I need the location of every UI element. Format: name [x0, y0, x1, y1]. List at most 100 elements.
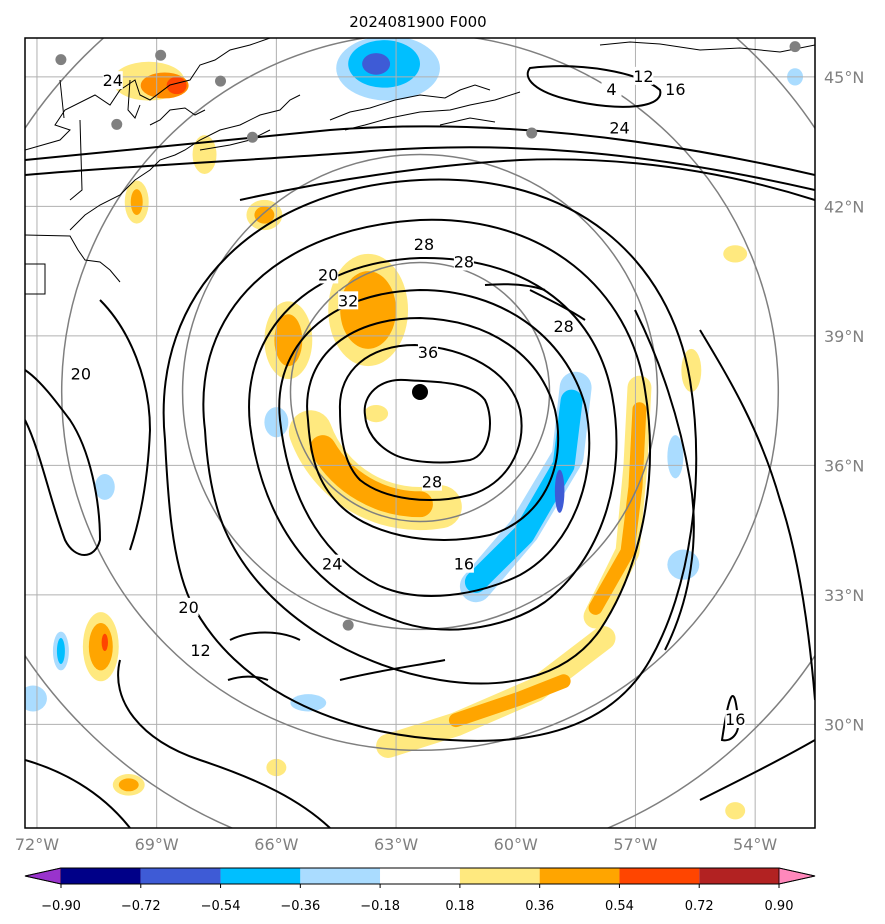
colorbar-tick-label: 0.72 — [685, 899, 714, 914]
contour-label: 28 — [553, 317, 573, 336]
fill-level-neg0p54-27 — [56, 638, 65, 664]
fill-level-0p54-24 — [88, 622, 113, 671]
station-dot — [155, 49, 167, 61]
fill-level-0p54-5 — [274, 314, 303, 367]
contour-label: 24 — [322, 555, 342, 574]
lat-tick-label: 42°N — [824, 197, 864, 216]
colorbar-bin — [699, 868, 779, 884]
lon-tick-label: 57°W — [613, 835, 657, 854]
colorbar-tick-label: −0.36 — [280, 899, 320, 914]
colorbar-tick-label: 0.18 — [445, 899, 474, 914]
storm-center-marker — [412, 383, 428, 400]
station-dot — [342, 619, 354, 631]
contour-label-bg — [553, 317, 574, 336]
map-frame — [24, 37, 816, 829]
lon-tick-label: 54°W — [733, 835, 777, 854]
station-dot — [111, 118, 123, 130]
fill-level-0p54-12 — [448, 674, 571, 728]
lat-tick-label: 30°N — [824, 715, 864, 734]
fill-level-neg0p36-39 — [94, 474, 115, 500]
contour-label-bg — [413, 235, 434, 254]
colorbar-bin — [619, 868, 700, 884]
colorbar-bin — [220, 868, 301, 884]
contour-label: 12 — [633, 67, 653, 86]
coastline — [25, 38, 815, 295]
longitude-tick-labels: 72°W 69°W 66°W 63°W 60°W 57°W 54°W — [15, 835, 778, 854]
fill-level-neg0p36-32 — [667, 435, 684, 479]
colorbar-bin — [61, 868, 141, 884]
contour-label-bg — [601, 79, 622, 98]
lat-lon-gridlines — [25, 38, 815, 828]
colorbar-tick-label: −0.54 — [201, 899, 241, 914]
contour-label-bg — [609, 118, 630, 137]
contour-label: 16 — [725, 710, 745, 729]
contour-label: 28 — [454, 252, 474, 271]
colorbar-tick-label: 0.36 — [525, 899, 554, 914]
lon-tick-label: 63°W — [374, 835, 418, 854]
contour-label-bg — [338, 291, 359, 310]
colorbar-tick-label: 0.90 — [765, 899, 794, 914]
colorbar-high-extend — [778, 867, 816, 885]
fill-level-0p54-20 — [130, 189, 143, 215]
contour-label-bg — [70, 364, 91, 383]
colorbar-tick-label: −0.72 — [121, 899, 161, 914]
contour-label: 36 — [418, 343, 438, 362]
fill-level-0p54-36 — [118, 778, 139, 792]
contour-label-bg — [421, 472, 442, 491]
station-dot — [789, 41, 801, 53]
contour-label-bg — [633, 66, 654, 85]
fill-level-neg0p36-28 — [290, 694, 327, 712]
contour-label: 32 — [338, 291, 358, 310]
lon-tick-label: 69°W — [135, 835, 179, 854]
contour-label: 24 — [103, 71, 123, 90]
contour-label: 28 — [414, 235, 434, 254]
contour-label: 20 — [318, 265, 338, 284]
latitude-tick-labels: 45°N 42°N 39°N 36°N 33°N 30°N — [824, 68, 864, 735]
station-markers — [55, 41, 801, 631]
fill-level-neg0p54-7 — [464, 389, 583, 593]
colorbar-bin — [380, 868, 460, 884]
contour-label: 20 — [178, 598, 198, 617]
fill-level-0p36-40 — [725, 802, 746, 820]
lat-tick-label: 33°N — [824, 586, 864, 605]
contour-label: 4 — [606, 80, 616, 99]
contour-label: 16 — [454, 555, 474, 574]
contour-label-bg — [453, 252, 474, 271]
lat-tick-label: 36°N — [824, 456, 864, 475]
contour-label-bg — [190, 641, 211, 660]
lon-tick-label: 66°W — [254, 835, 298, 854]
contour-label: 16 — [665, 80, 685, 99]
fill-level-0p72-25 — [101, 633, 108, 652]
station-dot — [215, 75, 227, 87]
lat-tick-label: 45°N — [824, 68, 864, 87]
range-ring — [181, 153, 659, 631]
contour-label-bg — [102, 71, 123, 90]
contour-label-bg — [318, 265, 339, 284]
contour-label-bg — [665, 79, 686, 98]
map-title: 2024081900 F000 — [349, 13, 486, 31]
station-dot — [246, 131, 258, 143]
contour-label-bg — [178, 597, 199, 616]
contour-label: 20 — [71, 365, 91, 384]
colorbar-bin — [300, 868, 381, 884]
fill-level-neg0p36-29 — [25, 685, 47, 712]
shaded-fields — [25, 38, 804, 820]
contour-lines — [25, 65, 815, 828]
contour-label: 24 — [609, 119, 629, 138]
fill-level-0p54-10 — [588, 402, 647, 615]
contour-label-bg — [453, 554, 474, 573]
lon-tick-label: 60°W — [494, 835, 538, 854]
contour-label: 28 — [422, 473, 442, 492]
fill-level-0p36-41 — [364, 404, 389, 423]
contour-label-bg — [725, 710, 746, 729]
fill-level-neg0p72-15 — [362, 53, 391, 75]
colorbar-bin — [140, 868, 221, 884]
station-dot — [55, 54, 67, 66]
range-ring — [61, 38, 779, 751]
lon-tick-label: 72°W — [15, 835, 59, 854]
fill-level-0p54-22 — [254, 206, 275, 224]
fill-level-0p72-18 — [166, 76, 187, 95]
